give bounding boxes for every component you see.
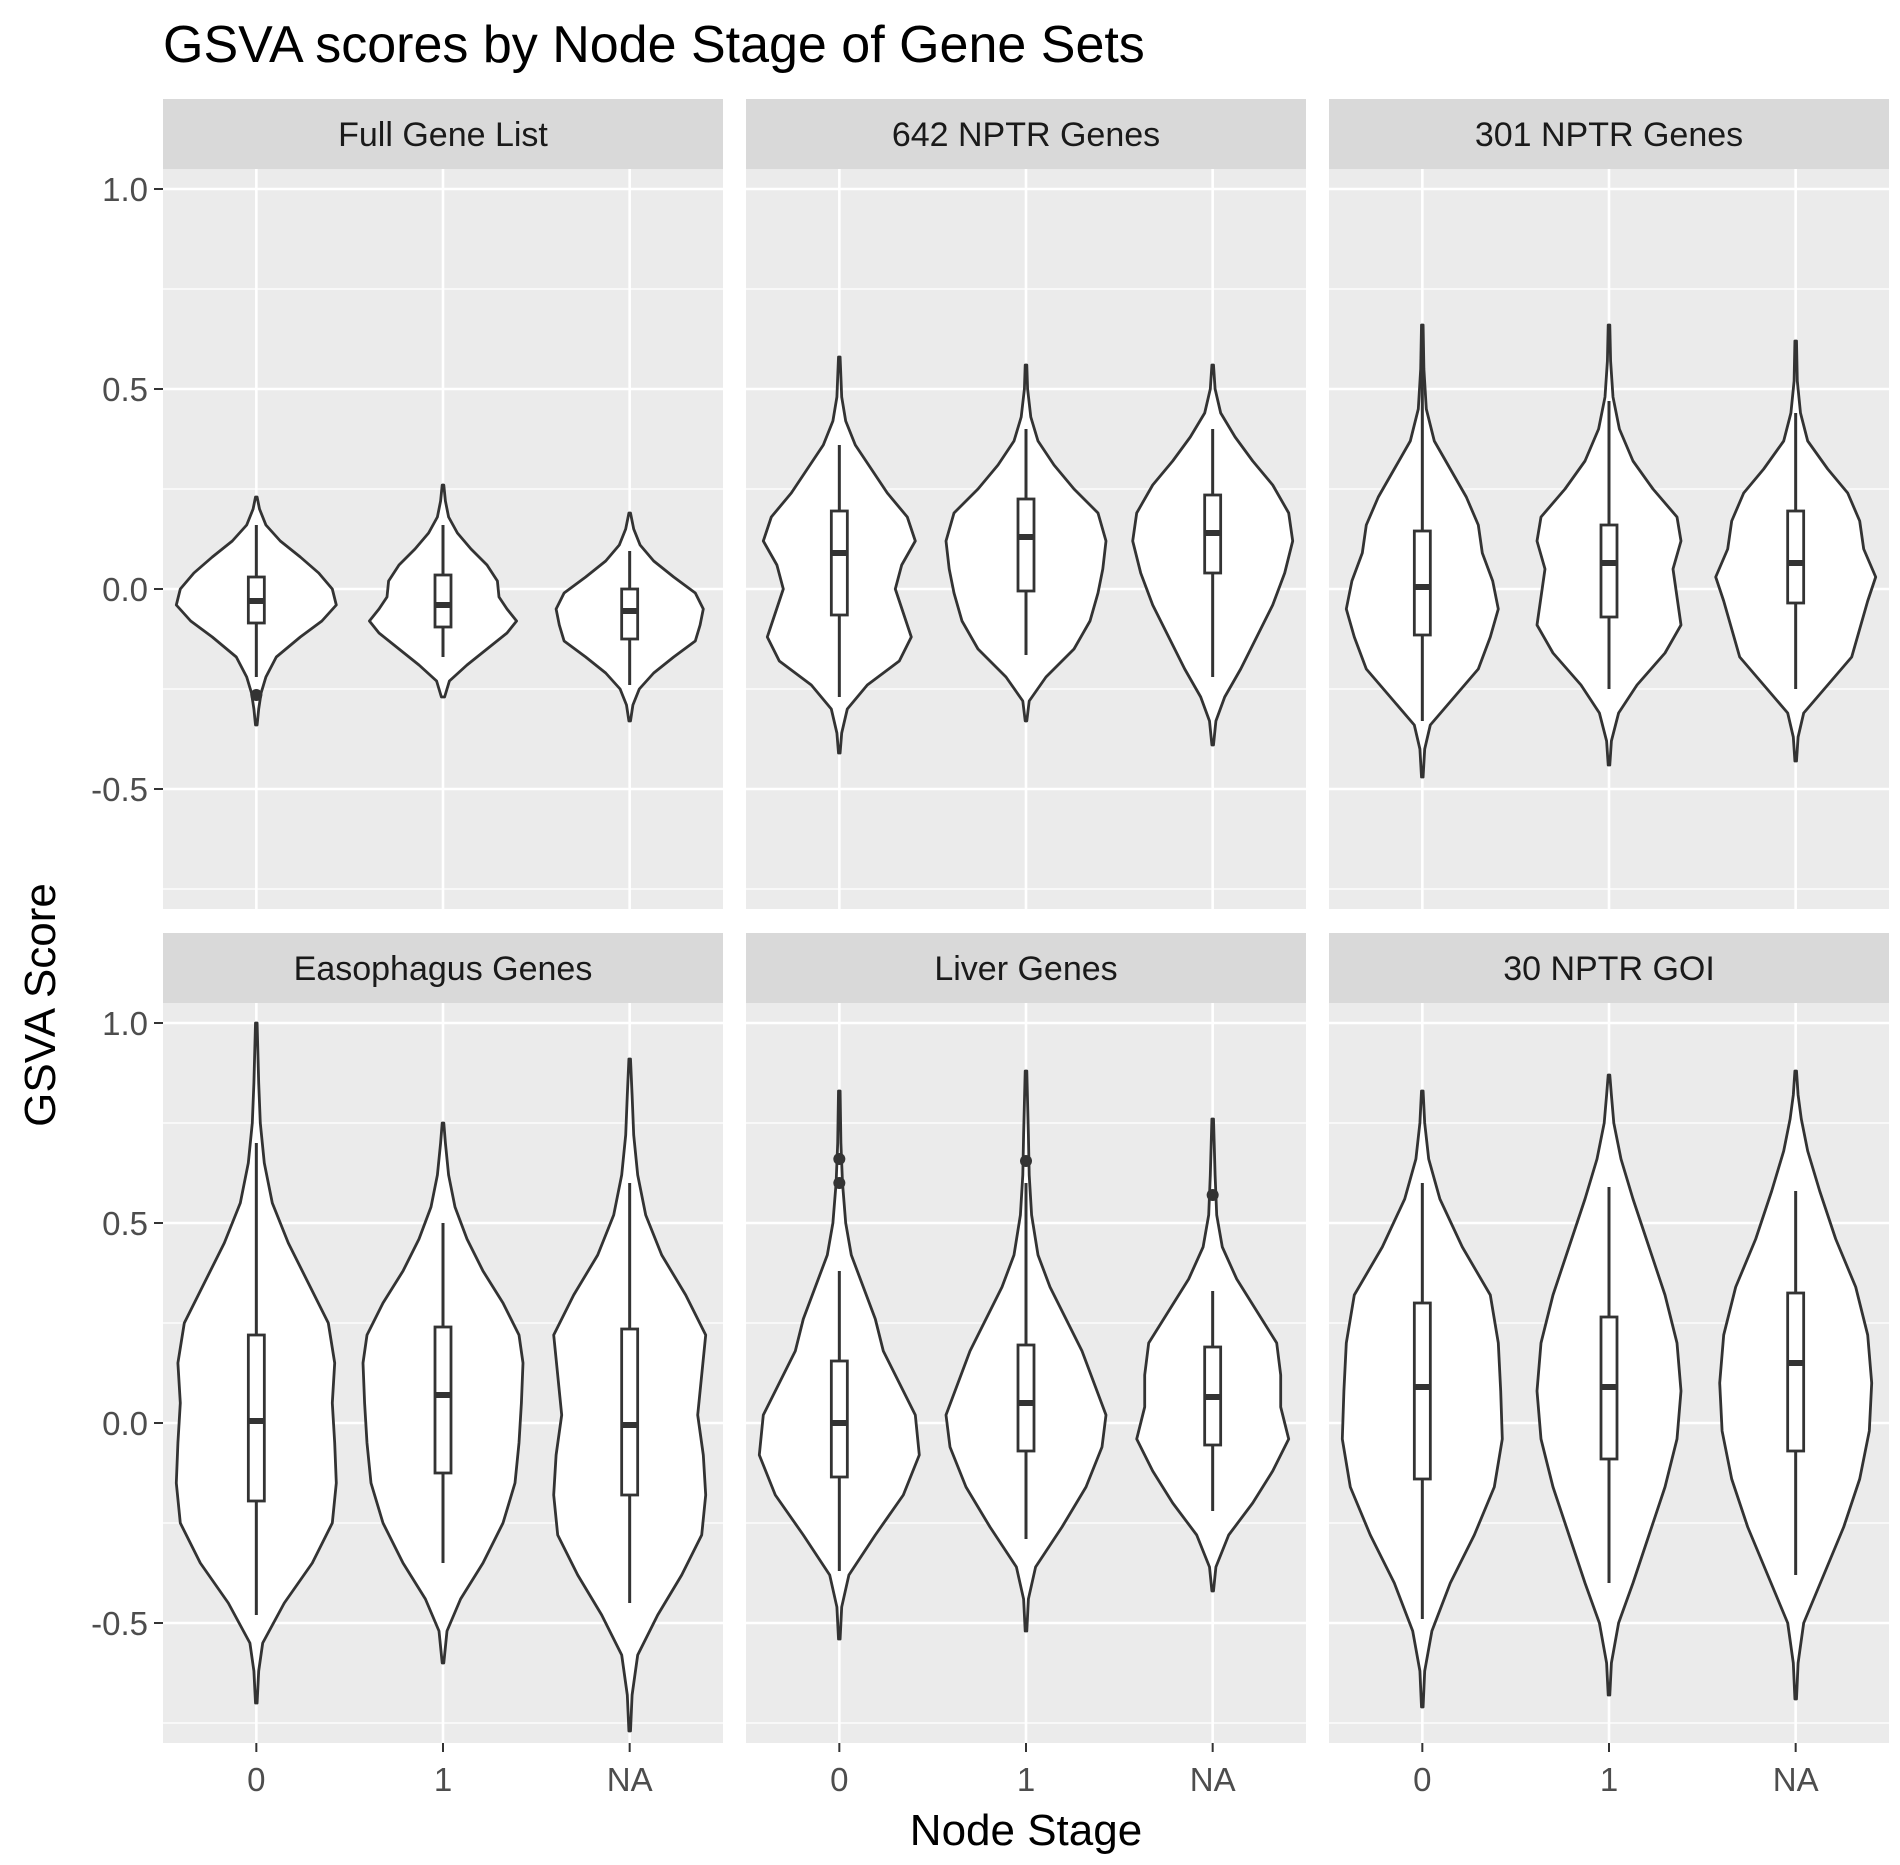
box-iqr bbox=[433, 1325, 453, 1475]
violin-group-0 bbox=[1344, 323, 1500, 779]
violin-group-na bbox=[1131, 363, 1295, 747]
outlier-point bbox=[1020, 1155, 1032, 1167]
violin-group-1 bbox=[944, 363, 1108, 723]
facet-easophagus-genes: Easophagus Genes -0.5 0.0 0.5 1.0 0 1 NA bbox=[91, 933, 723, 1798]
x-tick-label: 0 bbox=[830, 1761, 848, 1798]
y-tick-label: 1.0 bbox=[102, 171, 148, 208]
x-tick-label: 1 bbox=[434, 1761, 452, 1798]
facet-strip-label: 301 NPTR Genes bbox=[1475, 116, 1743, 154]
outlier-point bbox=[1206, 1189, 1219, 1201]
facet-strip bbox=[163, 933, 723, 1003]
outlier-point bbox=[833, 1153, 846, 1165]
box-iqr bbox=[1016, 497, 1036, 593]
box-iqr bbox=[1016, 1343, 1036, 1453]
box-iqr bbox=[433, 573, 453, 629]
box-iqr bbox=[620, 1327, 640, 1497]
box-iqr bbox=[1599, 523, 1619, 619]
x-axis-title: Node Stage bbox=[910, 1806, 1142, 1855]
outlier-point bbox=[250, 689, 263, 701]
facet-strip-label: Easophagus Genes bbox=[294, 950, 593, 988]
violin-group-na bbox=[554, 511, 705, 723]
violin-group-0 bbox=[174, 1021, 338, 1705]
x-tick-label: NA bbox=[1773, 1761, 1819, 1798]
y-tick-label: -0.5 bbox=[91, 1605, 148, 1642]
violin-group-1 bbox=[1535, 1073, 1683, 1697]
violin-group-1 bbox=[1535, 323, 1683, 767]
x-tick-label: 1 bbox=[1600, 1761, 1618, 1798]
y-tick-label: 0.5 bbox=[102, 1205, 148, 1242]
facet-strip bbox=[1329, 933, 1889, 1003]
facet-strip-label: 642 NPTR Genes bbox=[892, 116, 1160, 154]
box-iqr bbox=[1786, 1291, 1806, 1453]
facet-30-nptr-goi: 30 NPTR GOI 0 1 NA bbox=[1329, 933, 1889, 1798]
facet-301-nptr-genes: 301 NPTR Genes bbox=[1329, 99, 1889, 909]
facet-strip bbox=[746, 99, 1306, 169]
facet-strip bbox=[163, 99, 723, 169]
facet-panels: Full Gene List -0.5 0.0 0.5 1.0 642 NPTR Gene… bbox=[91, 99, 1889, 1798]
violin-group-1 bbox=[944, 1069, 1108, 1633]
violin-group-0 bbox=[761, 355, 917, 755]
facet-strip-label: Liver Genes bbox=[934, 950, 1117, 988]
y-tick-label: 0.0 bbox=[102, 1405, 148, 1442]
x-tick-label: NA bbox=[607, 1761, 653, 1798]
facet-strip-label: 30 NPTR GOI bbox=[1503, 950, 1715, 988]
violin-group-0 bbox=[757, 1089, 921, 1641]
violin-group-na bbox=[552, 1057, 708, 1733]
box-iqr bbox=[829, 509, 849, 617]
chart-title: GSVA scores by Node Stage of Gene Sets bbox=[163, 16, 1145, 74]
facet-strip-label: Full Gene List bbox=[338, 116, 548, 154]
facet-full-gene-list: Full Gene List -0.5 0.0 0.5 1.0 bbox=[91, 99, 723, 909]
x-tick-label: 1 bbox=[1017, 1761, 1035, 1798]
facet-strip bbox=[1329, 99, 1889, 169]
y-tick-label: -0.5 bbox=[91, 771, 148, 808]
y-tick-label: 1.0 bbox=[102, 1005, 148, 1042]
facet-642-nptr-genes: 642 NPTR Genes bbox=[746, 99, 1306, 909]
violin-group-0 bbox=[1340, 1089, 1504, 1709]
x-tick-label: 0 bbox=[247, 1761, 265, 1798]
y-axis-title: GSVA Score bbox=[16, 883, 65, 1127]
x-tick-label: 0 bbox=[1413, 1761, 1431, 1798]
box-iqr bbox=[1412, 529, 1432, 637]
facet-strip bbox=[746, 933, 1306, 1003]
violin-group-0 bbox=[174, 495, 338, 727]
box-iqr bbox=[829, 1359, 849, 1479]
box-iqr bbox=[1786, 509, 1806, 605]
y-tick-label: 0.0 bbox=[102, 571, 148, 608]
violin-group-na bbox=[1714, 339, 1878, 763]
x-tick-label: NA bbox=[1190, 1761, 1236, 1798]
outlier-point bbox=[833, 1177, 846, 1189]
facet-liver-genes: Liver Genes 0 1 NA bbox=[746, 933, 1306, 1798]
y-tick-label: 0.5 bbox=[102, 371, 148, 408]
violin-group-na bbox=[1135, 1117, 1291, 1593]
violin-group-1 bbox=[368, 483, 518, 699]
violin-group-1 bbox=[361, 1121, 525, 1665]
violin-group-na bbox=[1718, 1069, 1874, 1701]
box-iqr bbox=[1412, 1301, 1432, 1481]
